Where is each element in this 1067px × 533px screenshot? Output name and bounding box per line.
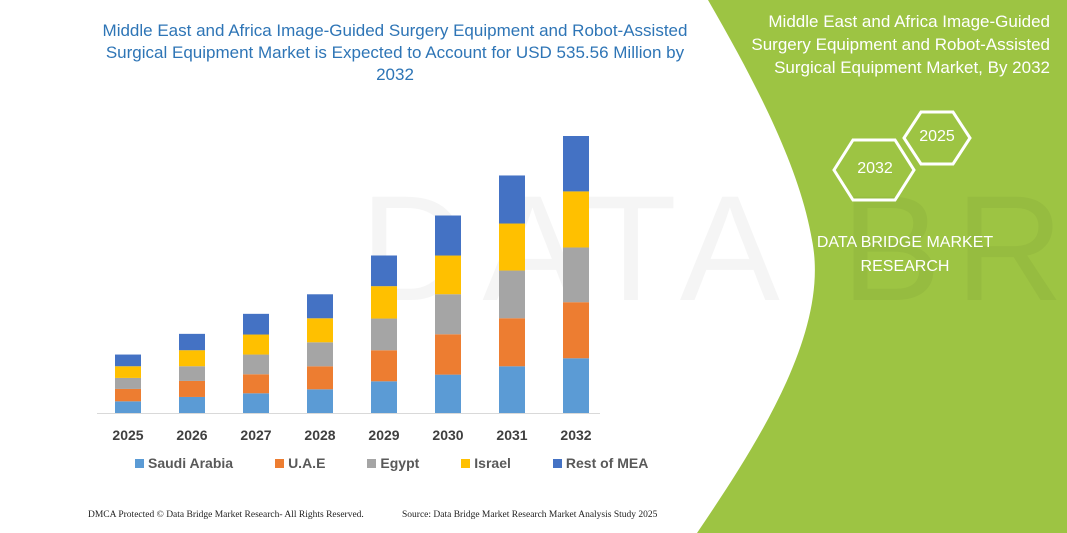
- brand-text: DATA BRIDGE MARKET RESEARCH: [816, 234, 994, 275]
- copyright-text: DMCA Protected © Data Bridge Market Rese…: [88, 510, 364, 520]
- bar-segment-israel-2025: [115, 366, 141, 378]
- legend-label: Egypt: [380, 455, 420, 471]
- bar-segment-egypt-2026: [179, 366, 205, 381]
- bar-segment-u-a-e-2031: [499, 318, 525, 367]
- legend-swatch: [275, 458, 285, 468]
- bar-segment-saudi-arabia-2029: [371, 381, 397, 413]
- bar-segment-egypt-2029: [371, 318, 397, 351]
- legend-item: Rest of MEA: [552, 455, 649, 471]
- legend: Saudi Arabia U.A.E Egypt Israel Rest of MEA: [135, 455, 690, 471]
- legend-swatch: [461, 458, 471, 468]
- x-tick-label: 2029: [368, 427, 399, 443]
- x-tick-label: 2031: [496, 427, 527, 443]
- chart-title: Middle East and Africa Image-Guided Surg…: [102, 21, 688, 84]
- bar-segment-u-a-e-2029: [371, 350, 397, 382]
- x-tick-label: 2026: [176, 427, 207, 443]
- hex-label-2025: 2025: [919, 128, 955, 145]
- bar-segment-rest-of-mea-2026: [179, 333, 205, 351]
- x-tick-label: 2028: [304, 427, 335, 443]
- bar-segment-israel-2032: [563, 191, 589, 248]
- legend-label: Saudi Arabia: [148, 455, 234, 471]
- bar-segment-u-a-e-2026: [179, 380, 205, 397]
- bar-segment-saudi-arabia-2032: [563, 358, 589, 413]
- bar-segment-saudi-arabia-2031: [499, 366, 525, 413]
- bar-segment-israel-2028: [307, 318, 333, 343]
- bar-segment-rest-of-mea-2028: [307, 294, 333, 319]
- bar-segment-saudi-arabia-2027: [243, 393, 269, 413]
- bar-segment-egypt-2031: [499, 270, 525, 319]
- bar-segment-egypt-2028: [307, 342, 333, 367]
- bar-segment-israel-2029: [371, 286, 397, 319]
- bar-segment-rest-of-mea-2030: [435, 215, 461, 256]
- hex-label-2032: 2032: [857, 160, 893, 177]
- x-tick-label: 2030: [432, 427, 463, 443]
- bar-segment-saudi-arabia-2026: [179, 396, 205, 413]
- legend-label: U.A.E: [288, 455, 326, 471]
- bar-segment-egypt-2025: [115, 377, 141, 389]
- legend-item: Egypt: [367, 455, 419, 471]
- legend-swatch: [367, 458, 377, 468]
- bar-segment-israel-2027: [243, 334, 269, 355]
- bar-segment-egypt-2027: [243, 354, 269, 375]
- bar-segment-egypt-2032: [563, 247, 589, 303]
- bar-segment-israel-2031: [499, 223, 525, 271]
- bar-segment-rest-of-mea-2032: [563, 136, 589, 192]
- x-tick-label: 2032: [560, 427, 591, 443]
- bar-segment-saudi-arabia-2030: [435, 374, 461, 413]
- bar-segment-u-a-e-2027: [243, 374, 269, 394]
- x-tick-label: 2025: [112, 427, 143, 443]
- hexagon-2025: [902, 110, 972, 166]
- legend-item: Israel: [461, 455, 511, 471]
- bar-segment-saudi-arabia-2025: [115, 401, 141, 413]
- bar-segment-israel-2026: [179, 350, 205, 367]
- legend-label: Israel: [474, 455, 511, 471]
- source-text: Source: Data Bridge Market Research Mark…: [402, 510, 658, 520]
- bar-segment-u-a-e-2025: [115, 388, 141, 402]
- bar-segment-u-a-e-2028: [307, 366, 333, 390]
- legend-item: U.A.E: [275, 455, 325, 471]
- legend-swatch: [135, 458, 144, 468]
- x-tick-label: 2027: [240, 427, 271, 443]
- bar-segment-rest-of-mea-2031: [499, 175, 525, 224]
- bar-segment-saudi-arabia-2028: [307, 389, 333, 413]
- bar-segment-egypt-2030: [435, 294, 461, 335]
- bar-segment-rest-of-mea-2027: [243, 313, 269, 335]
- legend-swatch: [552, 458, 562, 468]
- bar-segment-u-a-e-2030: [435, 334, 461, 375]
- legend-label: Rest of MEA: [565, 455, 649, 471]
- side-panel-title: Middle East and Africa Image-Guided Surg…: [751, 12, 1050, 77]
- legend-item: Saudi Arabia: [135, 455, 233, 471]
- green-side-panel: [697, 0, 1067, 533]
- bar-segment-rest-of-mea-2029: [371, 255, 397, 287]
- bar-segment-u-a-e-2032: [563, 302, 589, 359]
- hexagon-2032: [832, 138, 916, 202]
- bar-segment-israel-2030: [435, 255, 461, 295]
- bar-segment-rest-of-mea-2025: [115, 354, 141, 367]
